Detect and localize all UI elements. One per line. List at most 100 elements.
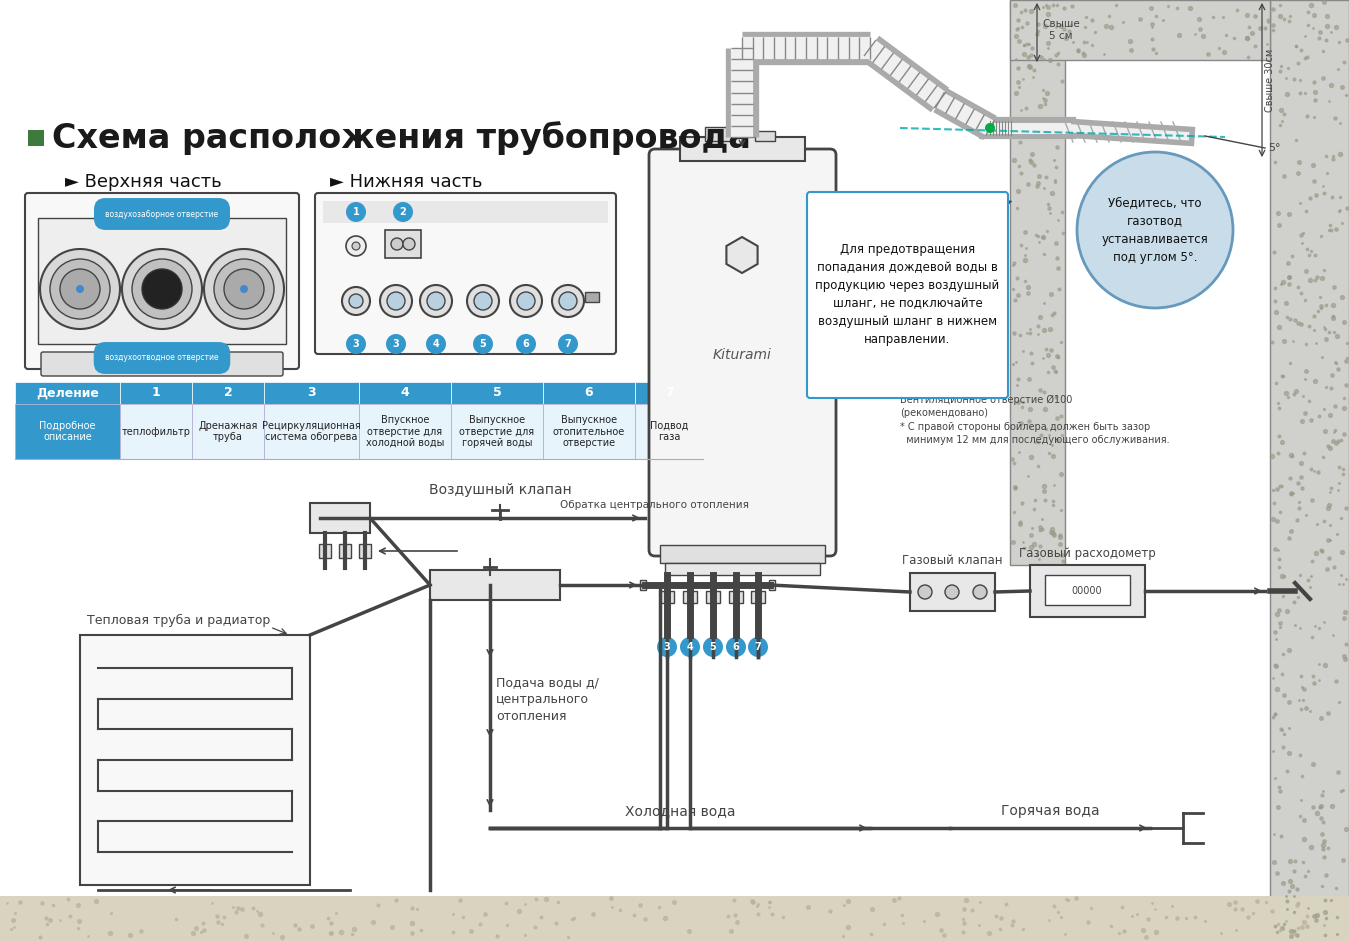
Text: Холодная вода: Холодная вода xyxy=(625,804,735,818)
Bar xyxy=(192,382,264,404)
Circle shape xyxy=(204,249,285,329)
Circle shape xyxy=(919,585,932,599)
Bar xyxy=(120,382,192,404)
Text: 4: 4 xyxy=(687,642,693,652)
Circle shape xyxy=(747,637,768,657)
Text: Схема расположения трубопровода: Схема расположения трубопровода xyxy=(53,121,751,155)
FancyBboxPatch shape xyxy=(40,352,283,376)
Circle shape xyxy=(132,259,192,319)
Bar xyxy=(451,382,544,404)
Bar xyxy=(1010,0,1064,565)
Text: 5°: 5° xyxy=(1268,143,1280,153)
Circle shape xyxy=(224,269,264,309)
Circle shape xyxy=(403,238,415,250)
Circle shape xyxy=(349,294,363,308)
Circle shape xyxy=(657,637,677,657)
Text: 5: 5 xyxy=(492,387,502,400)
Bar xyxy=(359,544,371,558)
Bar xyxy=(339,544,351,558)
Bar xyxy=(706,127,735,141)
Circle shape xyxy=(517,292,536,310)
Circle shape xyxy=(680,637,700,657)
Bar xyxy=(680,137,805,161)
Bar xyxy=(38,218,286,344)
Text: ► Нижняя часть: ► Нижняя часть xyxy=(331,173,483,191)
Bar xyxy=(660,591,674,603)
Bar xyxy=(1269,0,1349,941)
Circle shape xyxy=(240,285,248,293)
Bar xyxy=(120,404,192,459)
Bar xyxy=(359,382,451,404)
Bar xyxy=(683,591,697,603)
Circle shape xyxy=(386,334,406,354)
Circle shape xyxy=(510,285,542,317)
Text: Тепловая труба и радиатор: Тепловая труба и радиатор xyxy=(86,614,270,627)
Circle shape xyxy=(985,123,996,133)
Bar xyxy=(80,635,310,885)
Circle shape xyxy=(552,285,584,317)
Text: 6: 6 xyxy=(522,339,529,349)
Bar xyxy=(755,131,774,141)
Circle shape xyxy=(558,334,577,354)
Bar xyxy=(660,545,826,563)
Text: ► Верхняя часть: ► Верхняя часть xyxy=(65,173,221,191)
Text: Подвод
газа: Подвод газа xyxy=(650,421,688,442)
Text: Герметичность: Герметичность xyxy=(890,200,1010,233)
Text: 4: 4 xyxy=(401,387,409,400)
Text: воздухозаборное отверстие: воздухозаборное отверстие xyxy=(105,210,219,218)
Text: 3: 3 xyxy=(352,339,359,349)
Bar xyxy=(28,130,45,146)
Bar xyxy=(430,570,560,600)
Text: Свыше 30см: Свыше 30см xyxy=(1265,48,1275,112)
Bar xyxy=(192,404,264,459)
Text: 7: 7 xyxy=(665,387,673,400)
Circle shape xyxy=(973,585,987,599)
Bar xyxy=(15,404,120,459)
Text: Выпускное
отопительное
отверстие: Выпускное отопительное отверстие xyxy=(553,415,625,448)
Text: 1: 1 xyxy=(151,387,161,400)
Text: Горячая вода: Горячая вода xyxy=(1001,804,1099,818)
Bar xyxy=(665,563,820,575)
Circle shape xyxy=(473,334,492,354)
Circle shape xyxy=(387,292,405,310)
Polygon shape xyxy=(726,237,758,273)
Bar xyxy=(0,896,1349,941)
Text: Воздушный клапан: Воздушный клапан xyxy=(429,483,572,497)
Circle shape xyxy=(473,292,492,310)
Bar xyxy=(544,382,635,404)
Text: 3: 3 xyxy=(664,642,670,652)
Text: 1: 1 xyxy=(352,207,359,217)
Bar xyxy=(911,573,996,611)
Text: Обратка центрального отопления: Обратка центрального отопления xyxy=(560,500,749,510)
Circle shape xyxy=(517,334,536,354)
Circle shape xyxy=(393,202,413,222)
Bar xyxy=(1031,565,1145,617)
Circle shape xyxy=(558,292,577,310)
Text: 6: 6 xyxy=(584,387,594,400)
Bar xyxy=(544,404,635,459)
Bar xyxy=(635,382,703,404)
Text: Подробное
описание: Подробное описание xyxy=(39,421,96,442)
Bar xyxy=(1045,575,1130,605)
Circle shape xyxy=(59,269,100,309)
Circle shape xyxy=(142,269,182,309)
Text: Впускное
отверстие для
холодной воды: Впускное отверстие для холодной воды xyxy=(366,415,444,448)
Bar xyxy=(264,404,359,459)
Bar xyxy=(384,230,421,258)
Text: Kiturami: Kiturami xyxy=(712,348,772,362)
FancyBboxPatch shape xyxy=(649,149,836,556)
Circle shape xyxy=(726,637,746,657)
Circle shape xyxy=(40,249,120,329)
FancyBboxPatch shape xyxy=(26,193,299,369)
Text: 2: 2 xyxy=(399,207,406,217)
Circle shape xyxy=(50,259,111,319)
Bar xyxy=(310,503,370,533)
Bar xyxy=(1010,0,1269,60)
Circle shape xyxy=(343,287,370,315)
Bar xyxy=(359,404,451,459)
Text: 5: 5 xyxy=(710,642,716,652)
Text: 00000: 00000 xyxy=(1071,586,1102,596)
Circle shape xyxy=(1077,152,1233,308)
Circle shape xyxy=(76,285,84,293)
Bar xyxy=(451,404,544,459)
